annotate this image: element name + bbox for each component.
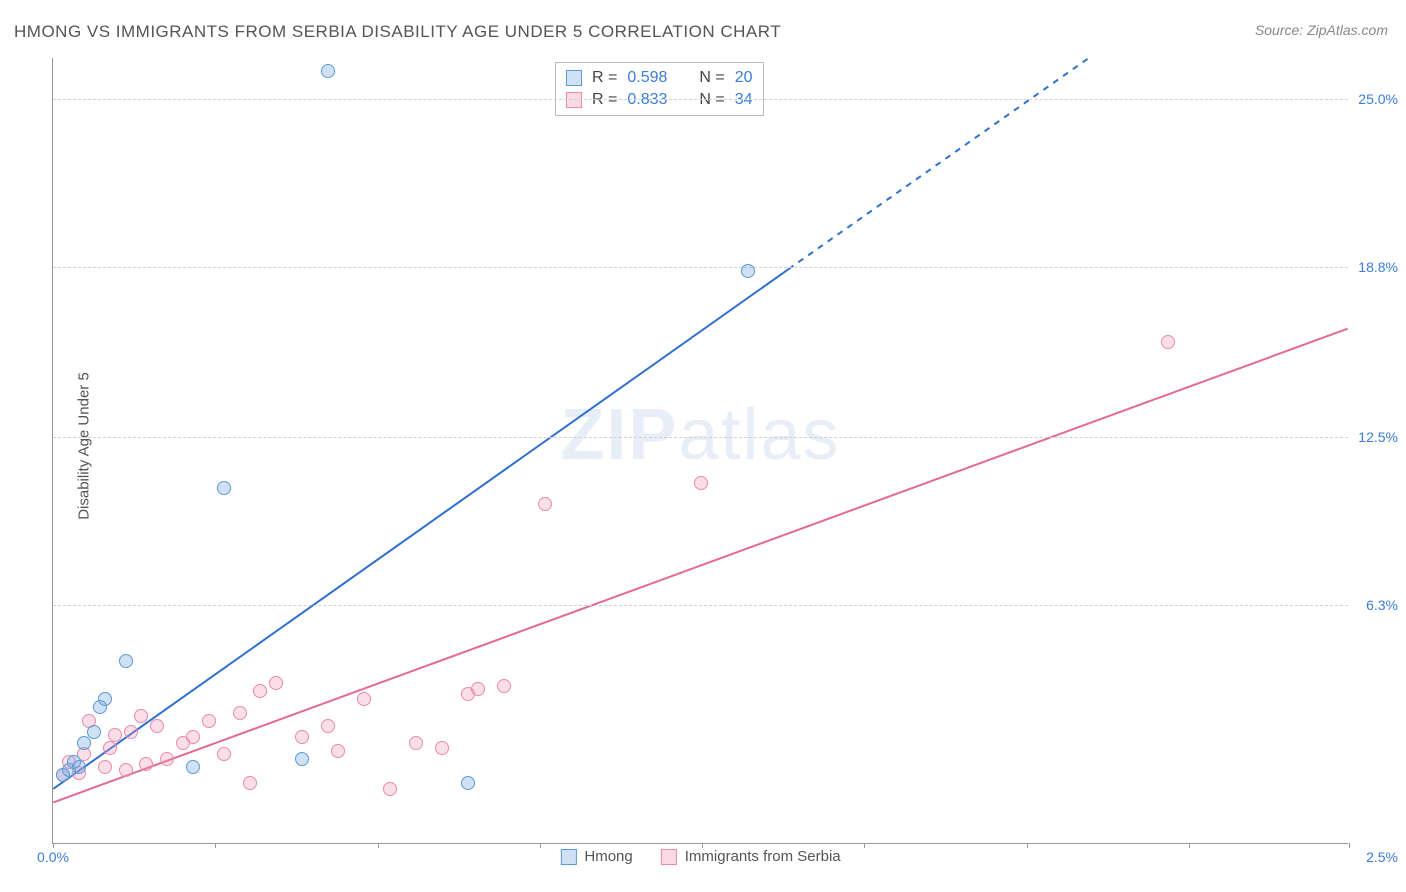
x-tick-mark	[1189, 843, 1190, 848]
x-tick-mark	[215, 843, 216, 848]
y-tick-label: 12.5%	[1352, 429, 1398, 445]
legend-swatch	[566, 70, 582, 86]
stats-legend-box: R = 0.598 N = 20 R = 0.833 N = 34	[555, 62, 764, 116]
stat-r-value: 0.833	[627, 91, 667, 109]
y-tick-label: 6.3%	[1352, 597, 1398, 613]
x-tick-label: 2.5%	[1352, 849, 1398, 865]
legend-item: Immigrants from Serbia	[661, 848, 841, 865]
data-point	[150, 719, 164, 733]
data-point	[186, 760, 200, 774]
data-point	[383, 782, 397, 796]
gridline	[53, 99, 1348, 100]
data-point	[139, 757, 153, 771]
x-tick-label: 0.0%	[37, 849, 69, 865]
data-point	[98, 692, 112, 706]
data-point	[694, 476, 708, 490]
data-point	[119, 654, 133, 668]
data-point	[186, 730, 200, 744]
stat-n-value: 34	[735, 91, 753, 109]
data-point	[233, 706, 247, 720]
stat-r-label: R =	[592, 69, 617, 87]
data-point	[134, 709, 148, 723]
data-point	[331, 744, 345, 758]
gridline	[53, 605, 1348, 606]
data-point	[217, 481, 231, 495]
data-point	[461, 776, 475, 790]
x-tick-mark	[1349, 843, 1350, 848]
legend-swatch	[560, 849, 576, 865]
x-tick-mark	[702, 843, 703, 848]
legend-swatch	[661, 849, 677, 865]
data-point	[471, 682, 485, 696]
plot-area: ZIPatlas R =0.598N =20R =0.833N =34 Hmon…	[52, 58, 1348, 844]
legend-label: Hmong	[584, 848, 632, 865]
data-point	[98, 760, 112, 774]
y-tick-label: 18.8%	[1352, 259, 1398, 275]
data-point	[103, 741, 117, 755]
data-point	[119, 763, 133, 777]
x-tick-mark	[540, 843, 541, 848]
watermark: ZIPatlas	[560, 394, 840, 476]
trend-lines	[53, 58, 1348, 843]
data-point	[435, 741, 449, 755]
data-point	[269, 676, 283, 690]
data-point	[1161, 335, 1175, 349]
data-point	[741, 264, 755, 278]
chart-title: HMONG VS IMMIGRANTS FROM SERBIA DISABILI…	[14, 22, 781, 42]
data-point	[243, 776, 257, 790]
data-point	[538, 497, 552, 511]
legend-label: Immigrants from Serbia	[685, 848, 841, 865]
legend-swatch	[566, 92, 582, 108]
data-point	[357, 692, 371, 706]
stat-n-value: 20	[735, 69, 753, 87]
data-point	[409, 736, 423, 750]
data-point	[321, 719, 335, 733]
legend-item: Hmong	[560, 848, 632, 865]
x-tick-mark	[864, 843, 865, 848]
data-point	[217, 747, 231, 761]
stat-r-label: R =	[592, 91, 617, 109]
x-tick-mark	[378, 843, 379, 848]
source-label: Source: ZipAtlas.com	[1255, 22, 1388, 38]
data-point	[295, 730, 309, 744]
x-tick-mark	[1027, 843, 1028, 848]
data-point	[253, 684, 267, 698]
data-point	[77, 736, 91, 750]
gridline	[53, 267, 1348, 268]
x-tick-mark	[53, 843, 54, 848]
data-point	[321, 64, 335, 78]
data-point	[295, 752, 309, 766]
data-point	[87, 725, 101, 739]
data-point	[124, 725, 138, 739]
stat-row: R = 0.833 N = 34	[566, 89, 753, 111]
data-point	[108, 728, 122, 742]
stat-n-label: N =	[699, 91, 724, 109]
stat-n-label: N =	[699, 69, 724, 87]
data-point	[202, 714, 216, 728]
gridline	[53, 437, 1348, 438]
data-point	[72, 760, 86, 774]
data-point	[497, 679, 511, 693]
data-point	[160, 752, 174, 766]
series-legend: Hmong Immigrants from Serbia	[560, 848, 840, 865]
stat-row: R = 0.598 N = 20	[566, 67, 753, 89]
stat-r-value: 0.598	[627, 69, 667, 87]
chart-container: HMONG VS IMMIGRANTS FROM SERBIA DISABILI…	[0, 0, 1406, 892]
y-tick-label: 25.0%	[1352, 91, 1398, 107]
